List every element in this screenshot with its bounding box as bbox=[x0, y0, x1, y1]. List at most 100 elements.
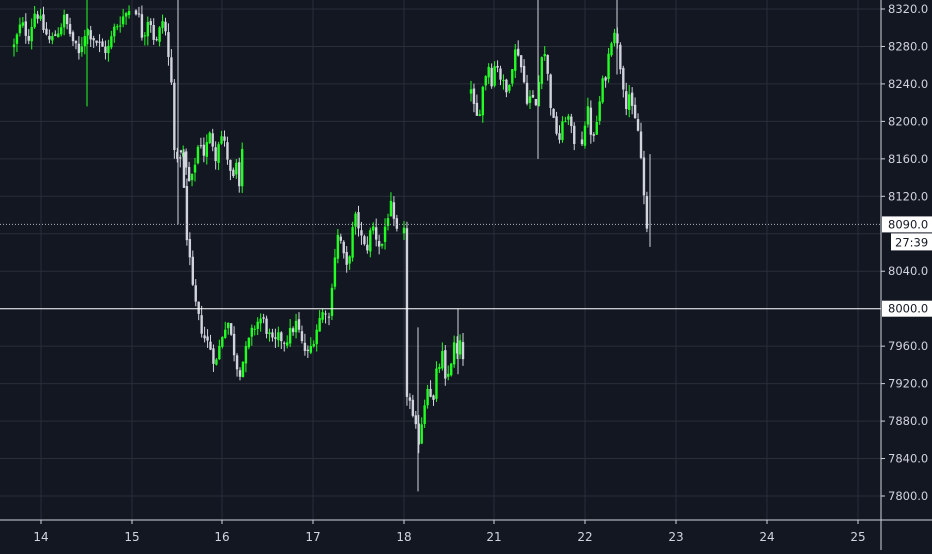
candle-body bbox=[229, 323, 233, 335]
candle-body bbox=[286, 342, 289, 346]
y-tick-label: 8040.0 bbox=[888, 264, 928, 278]
candle-body bbox=[223, 136, 226, 141]
candle-body bbox=[21, 22, 25, 26]
candle-body bbox=[517, 48, 520, 56]
candle-body bbox=[354, 213, 357, 227]
candle-body bbox=[184, 151, 188, 168]
candle-body bbox=[226, 142, 229, 160]
x-tick-label: 25 bbox=[850, 530, 865, 544]
candle-body bbox=[447, 373, 450, 377]
candle-body bbox=[15, 34, 19, 44]
candle-body bbox=[417, 423, 420, 445]
candle-body bbox=[45, 28, 48, 35]
candle-body bbox=[622, 67, 625, 90]
candle-body bbox=[39, 15, 42, 19]
candle-body bbox=[522, 65, 526, 83]
candle-body bbox=[268, 332, 271, 334]
candle-body bbox=[490, 67, 493, 87]
candle-body bbox=[315, 329, 318, 345]
candle-body bbox=[211, 133, 214, 147]
candle-body bbox=[280, 332, 283, 342]
candle-body bbox=[191, 256, 194, 285]
candle-body bbox=[377, 241, 381, 247]
candle-body bbox=[256, 321, 259, 329]
candle-body bbox=[595, 122, 598, 135]
candle-body bbox=[182, 152, 186, 188]
candle-body bbox=[250, 327, 253, 337]
candle-body bbox=[429, 388, 432, 397]
candle-body bbox=[215, 359, 218, 365]
candle-body bbox=[309, 346, 312, 353]
candle-body bbox=[218, 345, 221, 360]
candle-body bbox=[628, 94, 631, 110]
candle-body bbox=[558, 133, 561, 140]
candle-body bbox=[505, 79, 508, 93]
candle-body bbox=[188, 239, 192, 258]
candle-body bbox=[592, 134, 595, 136]
candle-body bbox=[203, 335, 206, 339]
horizontal-level-label: 8000.0 bbox=[888, 302, 928, 316]
candle-body bbox=[205, 142, 208, 157]
candle-body bbox=[265, 318, 268, 334]
candle-body bbox=[324, 313, 327, 315]
candle-body bbox=[185, 186, 189, 241]
candle-body bbox=[546, 55, 549, 74]
x-tick-label: 14 bbox=[33, 530, 48, 544]
candle-body bbox=[262, 317, 265, 319]
last-price-label-bg bbox=[882, 216, 932, 233]
candle-body bbox=[60, 27, 63, 35]
candle-body bbox=[461, 342, 465, 360]
candle-body bbox=[493, 66, 496, 86]
candle-body bbox=[395, 218, 399, 229]
candle-body bbox=[306, 349, 310, 352]
candle-body bbox=[124, 13, 128, 17]
candle-body bbox=[209, 341, 212, 350]
candle-body bbox=[342, 241, 345, 254]
candle-body bbox=[438, 366, 441, 369]
candle-body bbox=[83, 36, 86, 47]
candle-body bbox=[570, 116, 573, 127]
candle-body bbox=[613, 32, 616, 44]
candle-body bbox=[487, 66, 490, 78]
candle-body bbox=[452, 342, 456, 365]
candle-body bbox=[336, 234, 340, 259]
candle-body bbox=[193, 164, 197, 173]
candle-body bbox=[625, 91, 628, 110]
candle-body bbox=[146, 21, 149, 37]
candle-body bbox=[318, 317, 321, 332]
candle-body bbox=[80, 46, 84, 53]
candle-body bbox=[450, 363, 453, 376]
candle-body bbox=[369, 230, 372, 252]
candle-body bbox=[312, 344, 315, 347]
candle-body bbox=[194, 285, 197, 302]
candle-body bbox=[351, 227, 354, 258]
candle-body bbox=[164, 21, 167, 32]
candle-body bbox=[196, 146, 200, 164]
candle-body bbox=[200, 315, 203, 334]
candle-body bbox=[277, 332, 280, 341]
candle-body bbox=[426, 389, 429, 406]
candle-body bbox=[408, 397, 412, 401]
candle-body bbox=[158, 27, 161, 42]
candle-body bbox=[455, 343, 459, 354]
candle-body bbox=[57, 33, 60, 38]
candle-body bbox=[214, 147, 217, 162]
candle-body bbox=[48, 35, 51, 40]
candle-body bbox=[212, 348, 215, 364]
candle-body bbox=[235, 162, 238, 175]
x-tick-label: 15 bbox=[124, 530, 139, 544]
candle-body bbox=[481, 86, 484, 116]
candle-body bbox=[610, 43, 613, 56]
candle-body bbox=[149, 21, 152, 26]
candle-body bbox=[478, 114, 482, 116]
candle-body bbox=[633, 104, 637, 119]
candle-body bbox=[104, 46, 107, 54]
candle-body bbox=[86, 29, 89, 36]
candle-body bbox=[247, 337, 251, 348]
candle-body bbox=[303, 342, 307, 351]
candle-body bbox=[161, 21, 164, 28]
candle-body bbox=[537, 82, 541, 107]
candle-body bbox=[238, 370, 242, 377]
candle-body bbox=[167, 32, 170, 57]
